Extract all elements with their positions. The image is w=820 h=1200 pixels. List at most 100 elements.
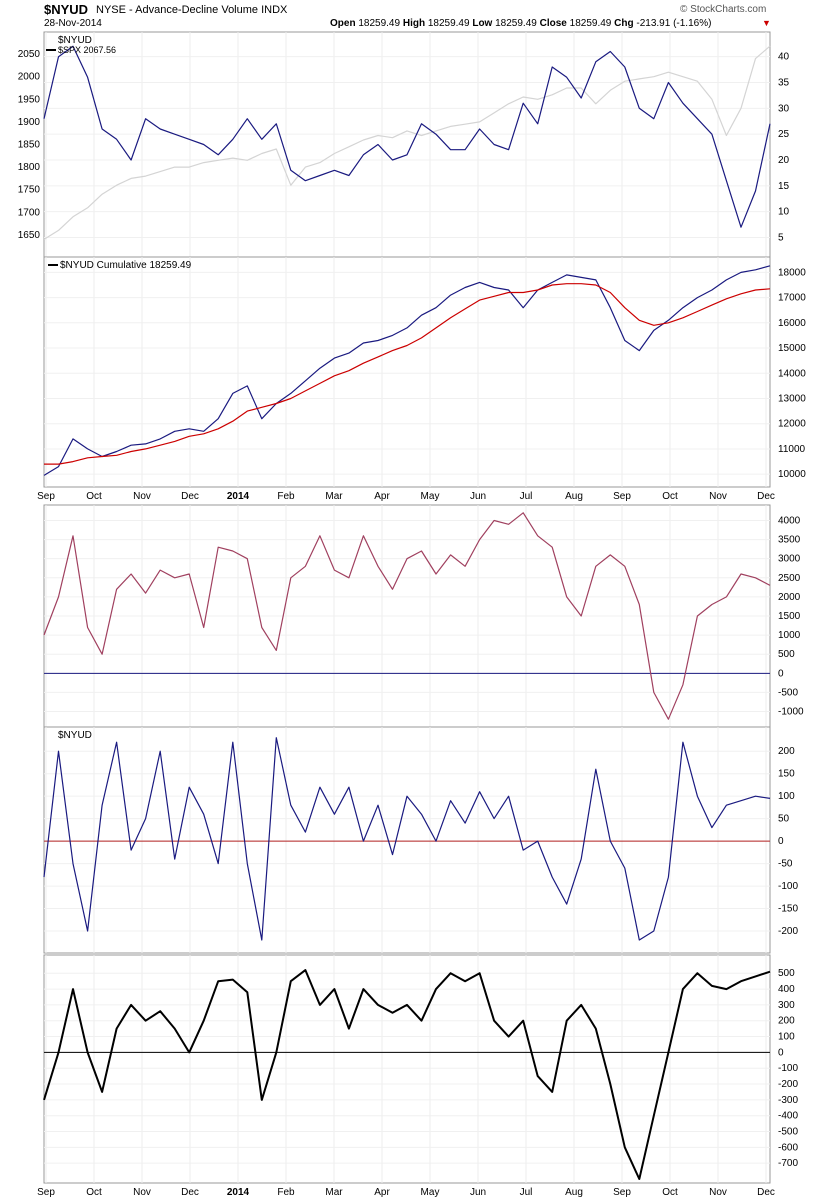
brand-label: © StockCharts.com bbox=[680, 4, 767, 15]
ohlc-readout: Open 18259.49 High 18259.49 Low 18259.49… bbox=[330, 18, 711, 29]
legend-label: $NYUD bbox=[58, 35, 92, 46]
y-tick-label: 13000 bbox=[778, 393, 806, 404]
y-tick-label: 10 bbox=[778, 207, 790, 218]
y-tick-label: 50 bbox=[778, 814, 790, 825]
y-tick-label: -300 bbox=[778, 1095, 798, 1106]
series-line bbox=[43, 512, 771, 720]
x-tick-label: Mar bbox=[325, 491, 343, 502]
close-label: Close bbox=[539, 18, 567, 29]
x-tick-label: 2014 bbox=[227, 1187, 250, 1198]
x-tick-label: Oct bbox=[86, 491, 102, 502]
y-tick-label: 1500 bbox=[778, 611, 801, 622]
x-tick-label: Dec bbox=[181, 491, 199, 502]
legend-label: $SPX 2067.56 bbox=[58, 45, 116, 55]
chart-header: $NYUD NYSE - Advance-Decline Volume INDX… bbox=[0, 0, 820, 32]
y-tick-label: 200 bbox=[778, 1016, 795, 1027]
x-tick-label: Apr bbox=[374, 1187, 390, 1198]
y-tick-label: 150 bbox=[778, 769, 795, 780]
y-tick-label: 18000 bbox=[778, 267, 806, 278]
y-tick-label: 5 bbox=[778, 233, 784, 244]
x-tick-label: Oct bbox=[662, 491, 678, 502]
y-tick-label-left: 1950 bbox=[18, 94, 41, 105]
x-tick-label: May bbox=[421, 491, 440, 502]
low-label: Low bbox=[472, 18, 493, 29]
x-tick-label: Sep bbox=[37, 1187, 55, 1198]
y-tick-label: -500 bbox=[778, 1127, 798, 1138]
y-tick-label: -600 bbox=[778, 1142, 798, 1153]
panel-frame bbox=[43, 256, 771, 488]
close-value: 18259.49 bbox=[569, 18, 612, 29]
x-tick-label: Jun bbox=[470, 1187, 486, 1198]
y-tick-label: 20 bbox=[778, 155, 790, 166]
y-tick-label: -100 bbox=[778, 881, 798, 892]
x-tick-label: 2014 bbox=[227, 491, 250, 502]
x-tick-label: Dec bbox=[757, 1187, 775, 1198]
y-tick-label-left: 1650 bbox=[18, 230, 41, 241]
y-tick-label: 0 bbox=[778, 836, 784, 847]
y-tick-label: 500 bbox=[778, 968, 795, 979]
x-tick-label: Jul bbox=[520, 491, 533, 502]
y-tick-label-left: 1700 bbox=[18, 207, 41, 218]
x-tick-label: Aug bbox=[565, 491, 583, 502]
x-tick-label: Dec bbox=[181, 1187, 199, 1198]
y-tick-label: -700 bbox=[778, 1158, 798, 1169]
y-tick-label: -500 bbox=[778, 687, 798, 698]
x-tick-label: Feb bbox=[277, 1187, 295, 1198]
panel-frame bbox=[43, 954, 771, 1184]
triangle-down-icon: ▼ bbox=[762, 18, 771, 28]
y-tick-label: 16000 bbox=[778, 318, 806, 329]
y-tick-label: 14000 bbox=[778, 368, 806, 379]
panel-frame bbox=[43, 31, 771, 258]
x-tick-label: Sep bbox=[613, 491, 631, 502]
y-tick-label: 400 bbox=[778, 984, 795, 995]
x-tick-label: Dec bbox=[757, 491, 775, 502]
y-tick-label: 25 bbox=[778, 129, 790, 140]
open-value: 18259.49 bbox=[358, 18, 401, 29]
y-tick-label-left: 1800 bbox=[18, 162, 41, 173]
y-tick-label: 11000 bbox=[778, 444, 806, 455]
y-tick-label: 10000 bbox=[778, 469, 806, 480]
y-tick-label: 40 bbox=[778, 52, 790, 63]
y-tick-label: -100 bbox=[778, 1063, 798, 1074]
series-line bbox=[43, 969, 771, 1180]
x-tick-label: Sep bbox=[613, 1187, 631, 1198]
y-tick-label: 100 bbox=[778, 1032, 795, 1043]
x-tick-label: May bbox=[421, 1187, 440, 1198]
y-tick-label: 12000 bbox=[778, 419, 806, 430]
x-tick-label: Nov bbox=[709, 491, 727, 502]
legend-label: $NYUD Cumulative 18259.49 bbox=[60, 260, 192, 271]
y-tick-label-left: 2000 bbox=[18, 72, 41, 83]
x-tick-label: Mar bbox=[325, 1187, 343, 1198]
low-value: 18259.49 bbox=[495, 18, 537, 29]
y-tick-label: -200 bbox=[778, 926, 798, 937]
y-tick-label-left: 1750 bbox=[18, 185, 41, 196]
chg-label: Chg bbox=[614, 18, 634, 29]
high-value: 18259.49 bbox=[427, 18, 470, 29]
y-tick-label: 2500 bbox=[778, 573, 801, 584]
y-tick-label: 200 bbox=[778, 746, 795, 757]
y-tick-label: -1000 bbox=[778, 707, 804, 718]
y-tick-label-left: 2050 bbox=[18, 49, 41, 60]
x-tick-label: Nov bbox=[133, 491, 151, 502]
y-tick-label: 3000 bbox=[778, 554, 801, 565]
series-line bbox=[43, 265, 771, 476]
x-tick-label: Apr bbox=[374, 491, 390, 502]
x-tick-label: Feb bbox=[277, 491, 295, 502]
open-label: Open bbox=[330, 18, 356, 29]
y-tick-label: -50 bbox=[778, 859, 793, 870]
x-tick-label: Sep bbox=[37, 491, 55, 502]
legend-label: $NYUD bbox=[58, 730, 92, 741]
y-tick-label: 30 bbox=[778, 103, 790, 114]
y-tick-label: -150 bbox=[778, 904, 798, 915]
y-tick-label: 3500 bbox=[778, 535, 801, 546]
y-tick-label: 17000 bbox=[778, 293, 806, 304]
series-line bbox=[43, 45, 771, 240]
y-tick-label: 300 bbox=[778, 1000, 795, 1011]
x-tick-label: Nov bbox=[709, 1187, 727, 1198]
high-label: High bbox=[402, 18, 426, 29]
y-tick-label: 2000 bbox=[778, 592, 801, 603]
series-line bbox=[43, 45, 771, 228]
y-tick-label-left: 1850 bbox=[18, 140, 41, 151]
y-tick-label: 15 bbox=[778, 181, 790, 192]
y-tick-label: 0 bbox=[778, 668, 784, 679]
